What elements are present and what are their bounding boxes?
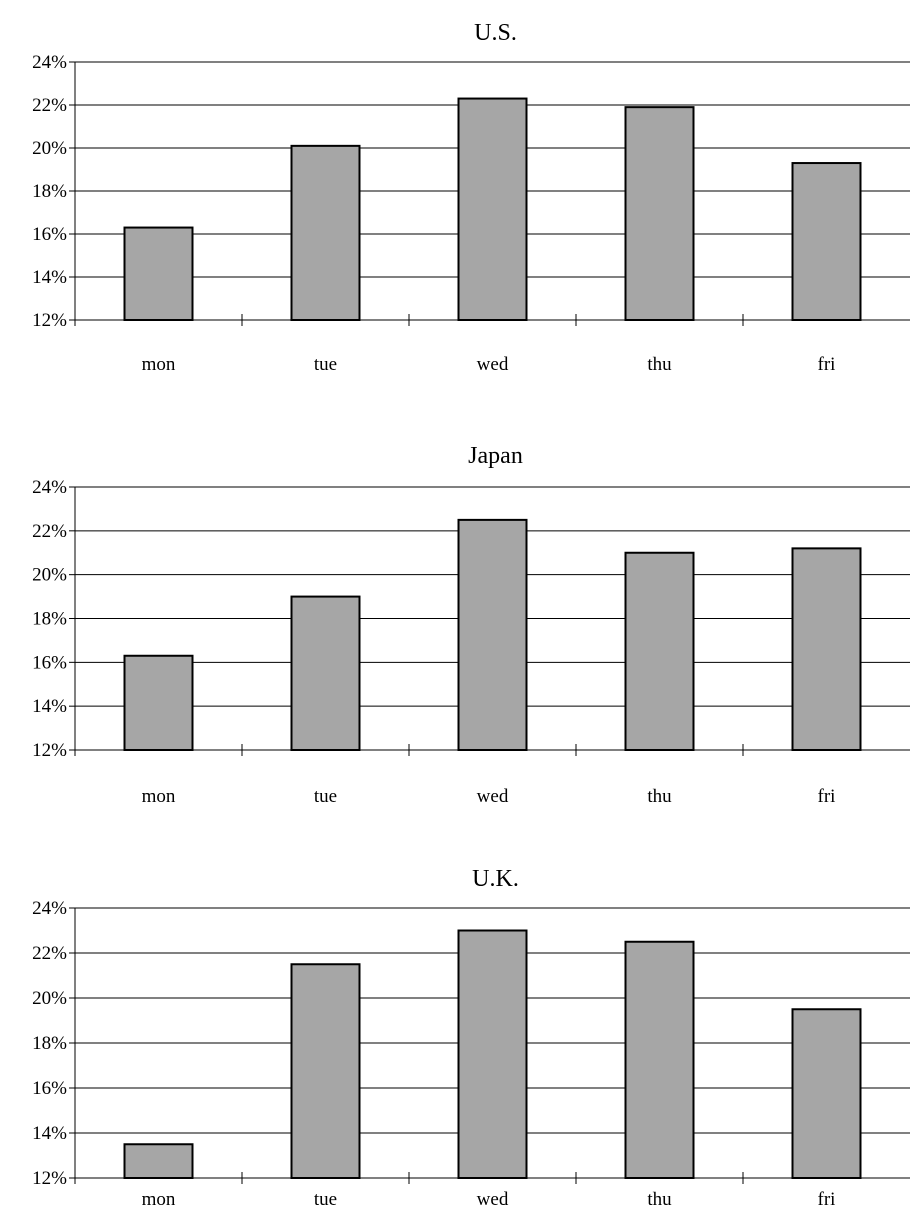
bar-japan-thu [626, 553, 694, 750]
x-category-label: mon [142, 354, 176, 375]
bar-uk-tue [292, 964, 360, 1178]
bar-uk-fri [793, 1009, 861, 1178]
x-category-label: tue [314, 354, 337, 375]
uk-chart: U.K. 12% 14% 16% 18% 20% 22% 24% mon tue wed thu fri [32, 866, 910, 1210]
chart-title: Japan [468, 443, 523, 469]
chart-title: U.S. [474, 20, 517, 46]
bar-japan-mon [125, 656, 193, 750]
x-category-label: fri [818, 354, 836, 375]
y-tick-label: 12% [32, 740, 67, 761]
x-category-label: wed [477, 786, 509, 807]
us-chart: U.S. 12% 14% 16% 18% 20% 22% 24% mon tue wed thu fri [32, 20, 910, 375]
x-category-label: mon [142, 1189, 176, 1210]
y-tick-label: 16% [32, 652, 67, 673]
bar-us-mon [125, 228, 193, 320]
y-tick-label: 22% [32, 943, 67, 964]
y-tick-label: 24% [32, 898, 67, 919]
x-category-label: wed [477, 354, 509, 375]
y-tick-label: 20% [32, 138, 67, 159]
bar-us-wed [459, 99, 527, 320]
bar-us-thu [626, 107, 694, 320]
bar-us-tue [292, 146, 360, 320]
bar-us-fri [793, 163, 861, 320]
bar-japan-fri [793, 548, 861, 750]
x-category-label: wed [477, 1189, 509, 1210]
bar-japan-wed [459, 520, 527, 750]
x-category-label: fri [818, 1189, 836, 1210]
chart-title: U.K. [472, 866, 519, 892]
y-tick-label: 16% [32, 1078, 67, 1099]
x-category-label: fri [818, 786, 836, 807]
y-tick-label: 18% [32, 1033, 67, 1054]
y-tick-label: 12% [32, 310, 67, 331]
bar-japan-tue [292, 597, 360, 750]
y-tick-label: 20% [32, 988, 67, 1009]
x-category-label: thu [647, 354, 672, 375]
y-tick-label: 18% [32, 609, 67, 630]
y-tick-label: 22% [32, 521, 67, 542]
y-tick-label: 22% [32, 95, 67, 116]
y-tick-label: 16% [32, 224, 67, 245]
x-category-label: mon [142, 786, 176, 807]
y-tick-label: 14% [32, 696, 67, 717]
y-tick-label: 12% [32, 1168, 67, 1189]
y-tick-label: 14% [32, 267, 67, 288]
y-tick-label: 20% [32, 565, 67, 586]
bar-uk-thu [626, 942, 694, 1178]
y-tick-label: 24% [32, 477, 67, 498]
x-category-label: thu [647, 786, 672, 807]
y-tick-label: 14% [32, 1123, 67, 1144]
japan-chart: Japan 12% 14% 16% 18% 20% 22% 24% mon tue wed thu fr… [32, 443, 910, 807]
y-tick-label: 24% [32, 52, 67, 73]
x-category-label: tue [314, 1189, 337, 1210]
bar-uk-wed [459, 931, 527, 1179]
x-category-label: thu [647, 1189, 672, 1210]
x-category-label: tue [314, 786, 337, 807]
y-tick-label: 18% [32, 181, 67, 202]
bar-uk-mon [125, 1144, 193, 1178]
